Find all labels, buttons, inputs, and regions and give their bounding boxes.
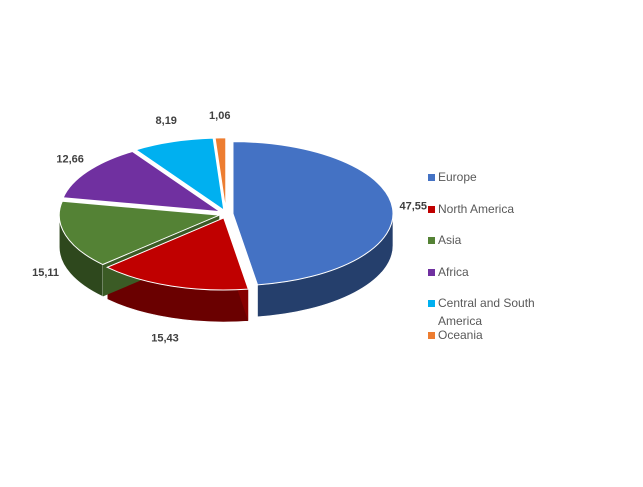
legend-item: Asia: [428, 231, 558, 263]
slice: [134, 137, 225, 212]
legend-swatch: [428, 174, 435, 181]
legend-label: Europe: [438, 170, 477, 184]
legend-item: Africa: [428, 263, 558, 295]
data-label: 15,43: [151, 332, 179, 344]
legend-swatch: [428, 205, 435, 213]
legend: Europe North America Asia Africa Central and…: [428, 168, 558, 357]
slice: [214, 137, 227, 210]
legend-swatch: [428, 237, 435, 244]
data-label: 47,55: [399, 200, 427, 212]
legend-item: Oceania: [428, 326, 558, 358]
legend-swatch: [428, 300, 435, 307]
slice-tops: [58, 137, 394, 291]
data-label: 1,06: [209, 110, 230, 122]
legend-label: Oceania: [438, 327, 483, 342]
legend-item: Europe: [428, 168, 558, 200]
slice: [62, 150, 223, 213]
legend-swatch: [428, 268, 435, 276]
legend-item: Central and South America: [428, 294, 558, 328]
slice: [232, 141, 394, 286]
legend-swatch: [428, 331, 435, 339]
legend-label: Central and South America: [438, 296, 535, 328]
data-label: 8,19: [156, 115, 177, 127]
legend-label: Asia: [438, 233, 462, 247]
data-label: 15,11: [32, 267, 59, 279]
data-label: 12,66: [56, 153, 84, 165]
legend-label: North America: [438, 201, 515, 216]
slice: [106, 217, 249, 291]
legend-item: North America: [428, 200, 558, 232]
slice: [58, 200, 220, 266]
legend-label: Africa: [438, 264, 469, 279]
